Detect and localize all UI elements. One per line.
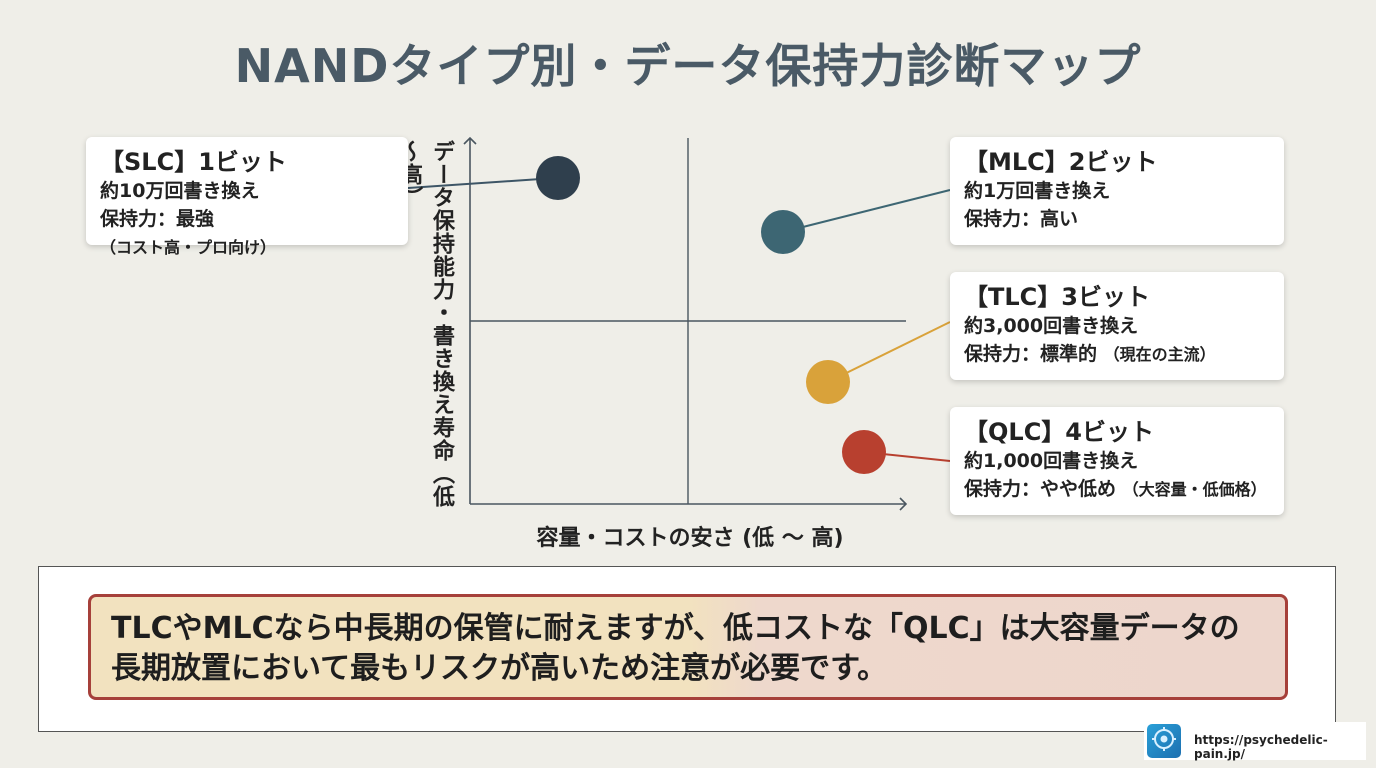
- card-slc-endurance: 約10万回書き換え: [100, 180, 260, 202]
- card-tlc-note: （現在の主流）: [1103, 345, 1216, 364]
- card-mlc: 【MLC】2ビット 約1万回書き換え 保持力：高い: [950, 137, 1284, 245]
- card-slc-retention: 保持力：最強 （コスト高・プロ向け）: [100, 205, 394, 262]
- connector-tlc: [827, 321, 951, 383]
- card-tlc-head: 【TLC】3ビット: [964, 283, 1150, 311]
- card-tlc-retention-text: 保持力：標準的: [964, 343, 1098, 365]
- card-tlc: 【TLC】3ビット 約3,000回書き換え 保持力：標準的 （現在の主流）: [950, 272, 1284, 380]
- marker-slc: [536, 156, 580, 200]
- card-slc-note: （コスト高・プロ向け）: [100, 238, 277, 257]
- card-mlc-endurance: 約1万回書き換え: [964, 180, 1111, 202]
- card-slc: 【SLC】1ビット 約10万回書き換え 保持力：最強 （コスト高・プロ向け）: [86, 137, 408, 257]
- card-qlc-retention-text: 保持力：やや低め: [964, 478, 1117, 500]
- card-qlc-head: 【QLC】4ビット: [964, 418, 1155, 446]
- card-mlc-head: 【MLC】2ビット: [964, 148, 1158, 176]
- card-qlc-endurance: 約1,000回書き換え: [964, 450, 1139, 472]
- card-mlc-retention-text: 保持力：高い: [964, 208, 1079, 230]
- card-tlc-retention: 保持力：標準的 （現在の主流）: [964, 340, 1270, 369]
- summary-box: TLCやMLCなら中長期の保管に耐えますが、低コストな「QLC」は大容量データの…: [88, 594, 1288, 700]
- marker-tlc: [806, 360, 850, 404]
- marker-mlc: [761, 210, 805, 254]
- card-qlc: 【QLC】4ビット 約1,000回書き換え 保持力：やや低め （大容量・低価格）: [950, 407, 1284, 515]
- y-axis-label: データ保持能力・書き換え寿命（低～高）: [397, 140, 454, 508]
- card-qlc-note: （大容量・低価格）: [1122, 480, 1267, 499]
- connector-slc: [407, 177, 556, 189]
- card-mlc-retention: 保持力：高い: [964, 205, 1270, 233]
- site-logo-icon: [1147, 724, 1181, 758]
- marker-qlc: [842, 430, 886, 474]
- card-slc-head: 【SLC】1ビット: [100, 148, 287, 176]
- card-slc-retention-text: 保持力：最強: [100, 208, 215, 230]
- card-tlc-endurance: 約3,000回書き換え: [964, 315, 1139, 337]
- summary-line-2: 長期放置において最もリスクが高いため注意が必要です。: [111, 651, 888, 686]
- connector-mlc: [782, 189, 951, 233]
- site-url-link[interactable]: https://psychedelic-pain.jp/: [1194, 733, 1328, 761]
- site-badge[interactable]: https://psychedelic-pain.jp/: [1144, 722, 1366, 761]
- x-axis-label: 容量・コストの安さ (低 ～ 高): [536, 526, 844, 551]
- summary-line-1: TLCやMLCなら中長期の保管に耐えますが、低コストな「QLC」は大容量データの: [111, 611, 1240, 646]
- page-title: NANDタイプ別・データ保持力診断マップ: [234, 39, 1142, 93]
- card-qlc-retention: 保持力：やや低め （大容量・低価格）: [964, 475, 1270, 504]
